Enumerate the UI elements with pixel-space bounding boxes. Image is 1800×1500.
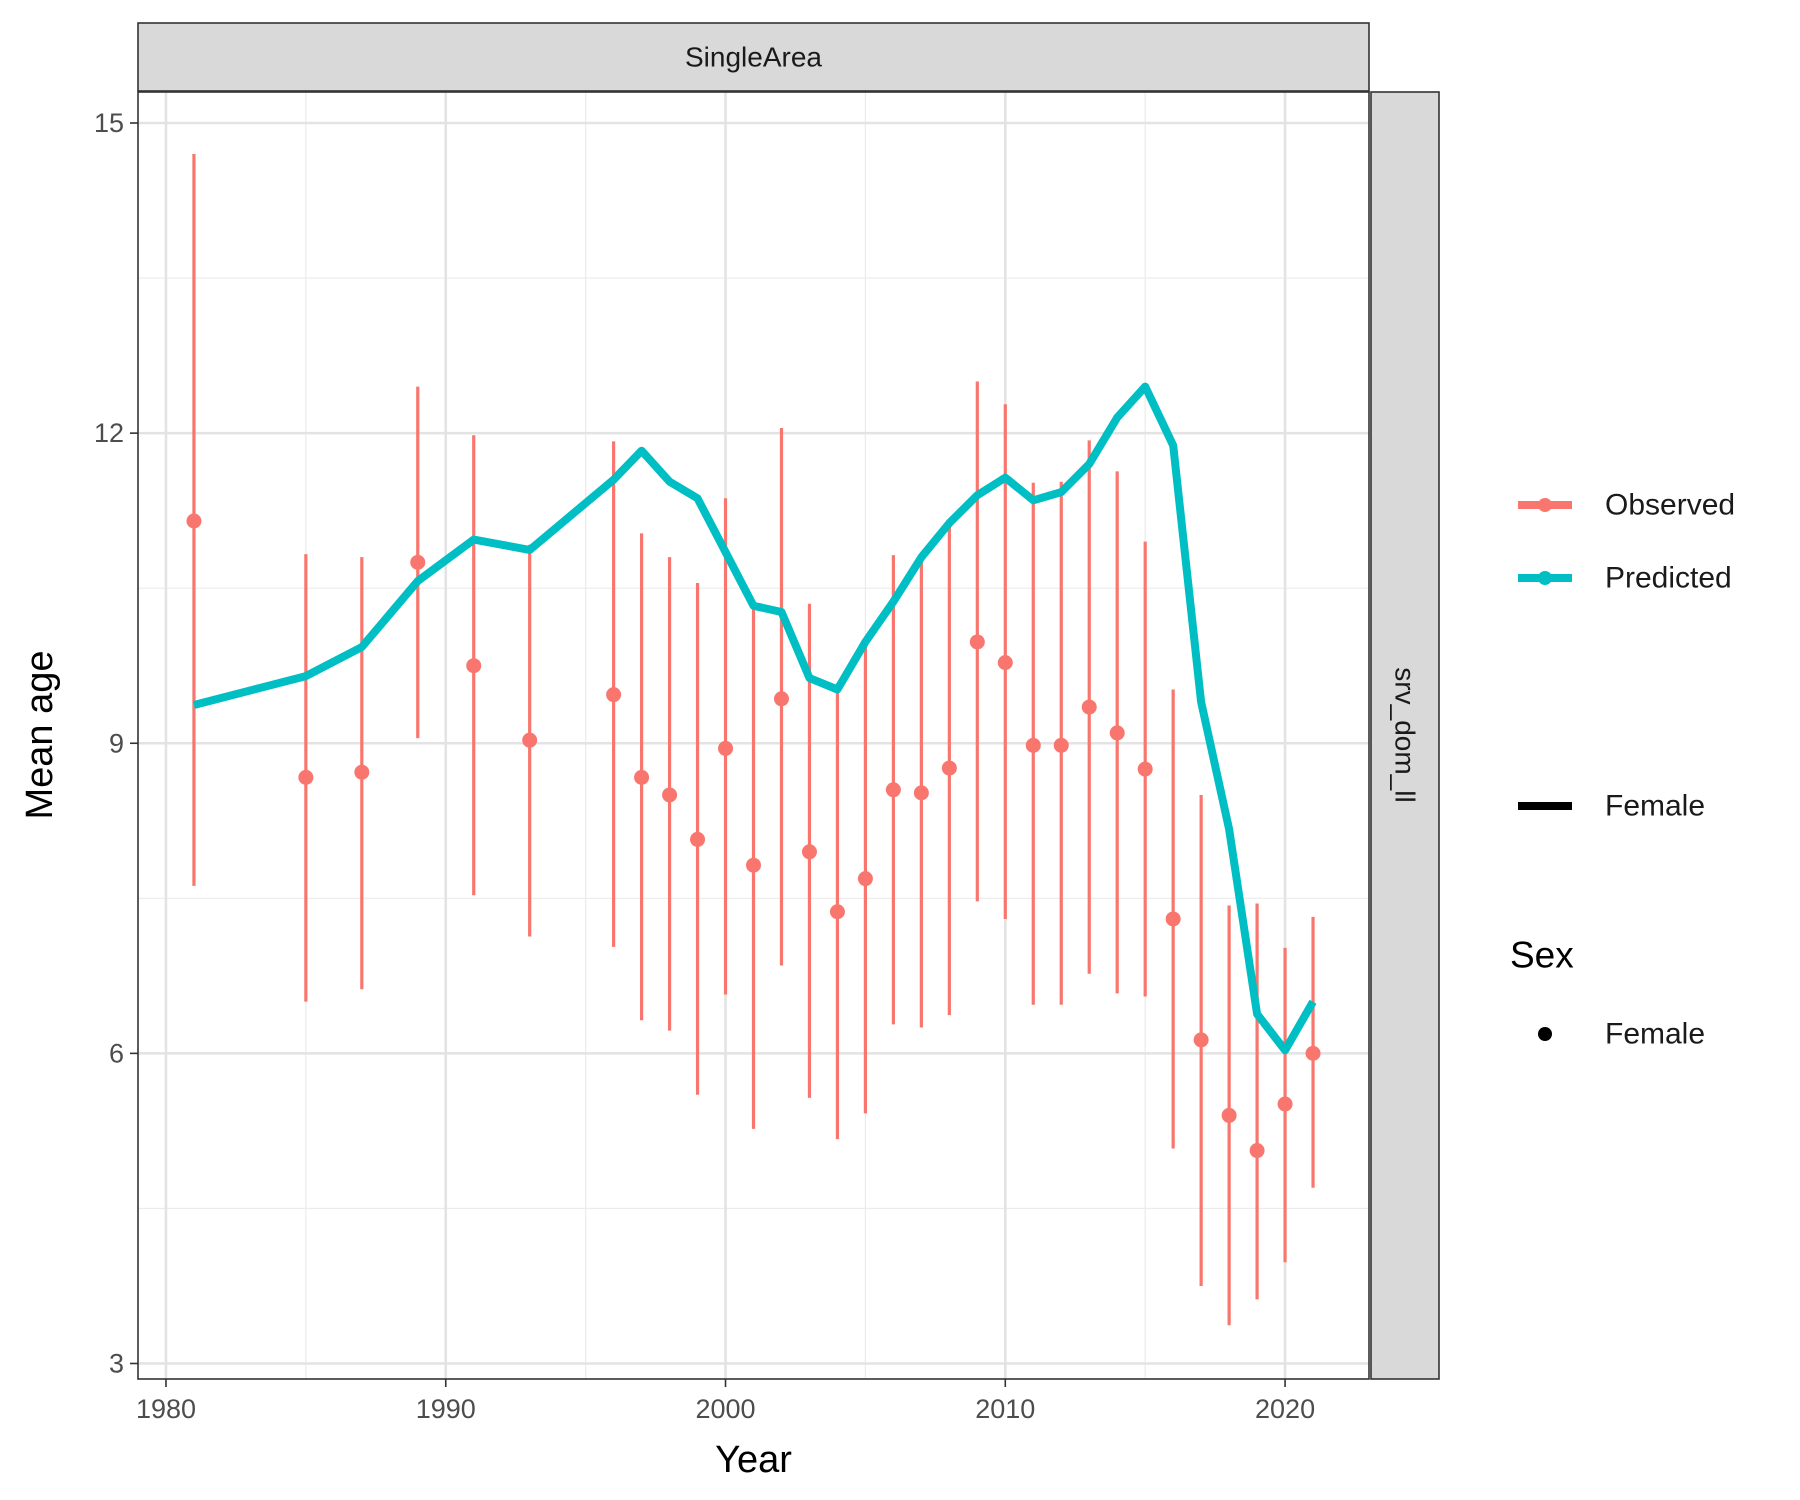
observed-point (1249, 1143, 1265, 1159)
facet-strip-top (137, 22, 1370, 92)
legend-item-line-female: Female (1518, 790, 1705, 823)
observed-point (1053, 737, 1069, 753)
observed-point (941, 760, 957, 776)
observed-point (1025, 737, 1041, 753)
observed-point (1109, 725, 1125, 741)
x-axis-title: Year (715, 1439, 792, 1481)
observed-point (885, 782, 901, 798)
observed-point (1277, 1096, 1293, 1112)
observed-point (1221, 1107, 1237, 1123)
observed-point (410, 554, 426, 570)
observed-point (690, 831, 706, 847)
observed-point (969, 634, 985, 650)
observed-point (298, 769, 314, 785)
legend-shape-female-label: Female (1605, 1018, 1705, 1051)
y-tick-label: 15 (94, 108, 124, 138)
y-tick-label: 12 (94, 418, 124, 448)
legend-shape-female-key (1538, 1027, 1552, 1041)
observed-point (634, 769, 650, 785)
x-tick-label: 2000 (695, 1394, 755, 1424)
legend-item-predicted: Predicted (1518, 562, 1732, 595)
legend-item-shape-female: Female (1538, 1018, 1705, 1051)
observed-point (829, 904, 845, 920)
x-axis: 1980 1990 2000 2010 2020 (136, 1379, 1315, 1424)
observed-point (1137, 761, 1153, 777)
legend: Observed Predicted Female Sex Female (1510, 489, 1735, 1051)
x-tick-label: 2010 (975, 1394, 1035, 1424)
observed-point (913, 785, 929, 801)
observed-point (186, 513, 202, 529)
legend-predicted-key-point (1538, 571, 1552, 585)
observed-point (1081, 699, 1097, 715)
observed-point (354, 764, 370, 780)
x-tick-label: 2020 (1255, 1394, 1315, 1424)
legend-line-female-label: Female (1605, 790, 1705, 823)
facet-strip-right (1370, 91, 1440, 1380)
y-axis: 3 6 9 12 15 (94, 108, 138, 1378)
observed-point (801, 844, 817, 860)
observed-point (746, 857, 761, 873)
panel-border (137, 91, 1370, 1380)
facet-strip-right-label: srv_dom_ll (1390, 667, 1421, 802)
observed-point (466, 658, 482, 674)
y-axis-title: Mean age (19, 650, 61, 819)
observed-point (1193, 1032, 1209, 1048)
observed-point (773, 691, 789, 707)
observed-point (662, 787, 678, 803)
observed-point (997, 655, 1013, 671)
legend-predicted-label: Predicted (1605, 562, 1732, 595)
legend-observed-label: Observed (1605, 489, 1735, 522)
observed-point (606, 687, 622, 703)
y-tick-label: 9 (109, 728, 124, 758)
y-tick-label: 6 (109, 1038, 124, 1068)
legend-sex-title: Sex (1510, 935, 1574, 976)
observed-point (857, 871, 873, 887)
x-tick-label: 1990 (416, 1394, 476, 1424)
facet-strip-top-label: SingleArea (685, 42, 822, 73)
observed-point (718, 740, 734, 756)
predicted-line (192, 382, 1317, 1055)
x-tick-label: 1980 (136, 1394, 196, 1424)
observed-point (1165, 911, 1181, 927)
y-tick-label: 3 (109, 1348, 124, 1378)
observed-point (1305, 1045, 1321, 1061)
observed-points (186, 513, 1321, 1159)
observed-point (522, 732, 538, 748)
legend-observed-key-point (1538, 498, 1552, 512)
legend-item-observed: Observed (1518, 489, 1735, 522)
